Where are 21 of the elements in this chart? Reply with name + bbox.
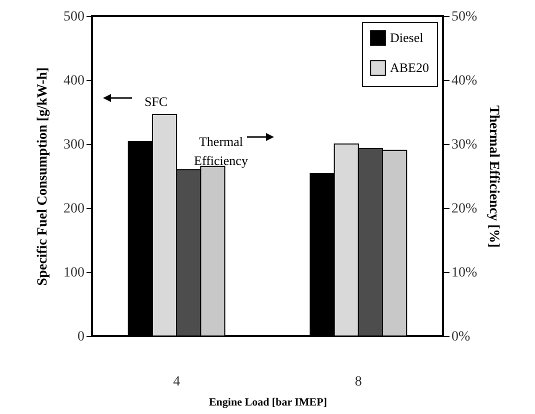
y-tick-label: 300 bbox=[64, 138, 84, 152]
y2-tick-label: 50% bbox=[452, 10, 478, 24]
y-tick-label: 400 bbox=[64, 74, 84, 88]
annotation: SFC bbox=[144, 94, 168, 109]
y-tick-label: 200 bbox=[64, 202, 84, 216]
y2-tick-label: 30% bbox=[452, 138, 478, 152]
y2-tick-label: 20% bbox=[452, 202, 478, 216]
y2-axis-title: Thermal Efficiency [%] bbox=[486, 105, 502, 248]
legend-label: Diesel bbox=[390, 30, 424, 45]
y2-tick-label: 0% bbox=[452, 330, 470, 344]
y2-tick-label: 40% bbox=[452, 74, 478, 88]
x-tick-label: 4 bbox=[173, 374, 180, 390]
y-tick-label: 0 bbox=[78, 330, 84, 344]
legend-label: ABE20 bbox=[390, 60, 429, 75]
y-tick-label: 100 bbox=[64, 266, 84, 280]
x-axis-title: Engine Load [bar IMEP] bbox=[208, 396, 328, 408]
y2-tick-label: 10% bbox=[452, 266, 478, 280]
x-tick-label: 8 bbox=[354, 374, 362, 390]
y-axis-title: Specific Fuel Consumption [g/kW-h] bbox=[36, 67, 50, 286]
annotation: Thermal Efficiency bbox=[194, 134, 248, 168]
y-tick-label: 500 bbox=[64, 10, 84, 24]
